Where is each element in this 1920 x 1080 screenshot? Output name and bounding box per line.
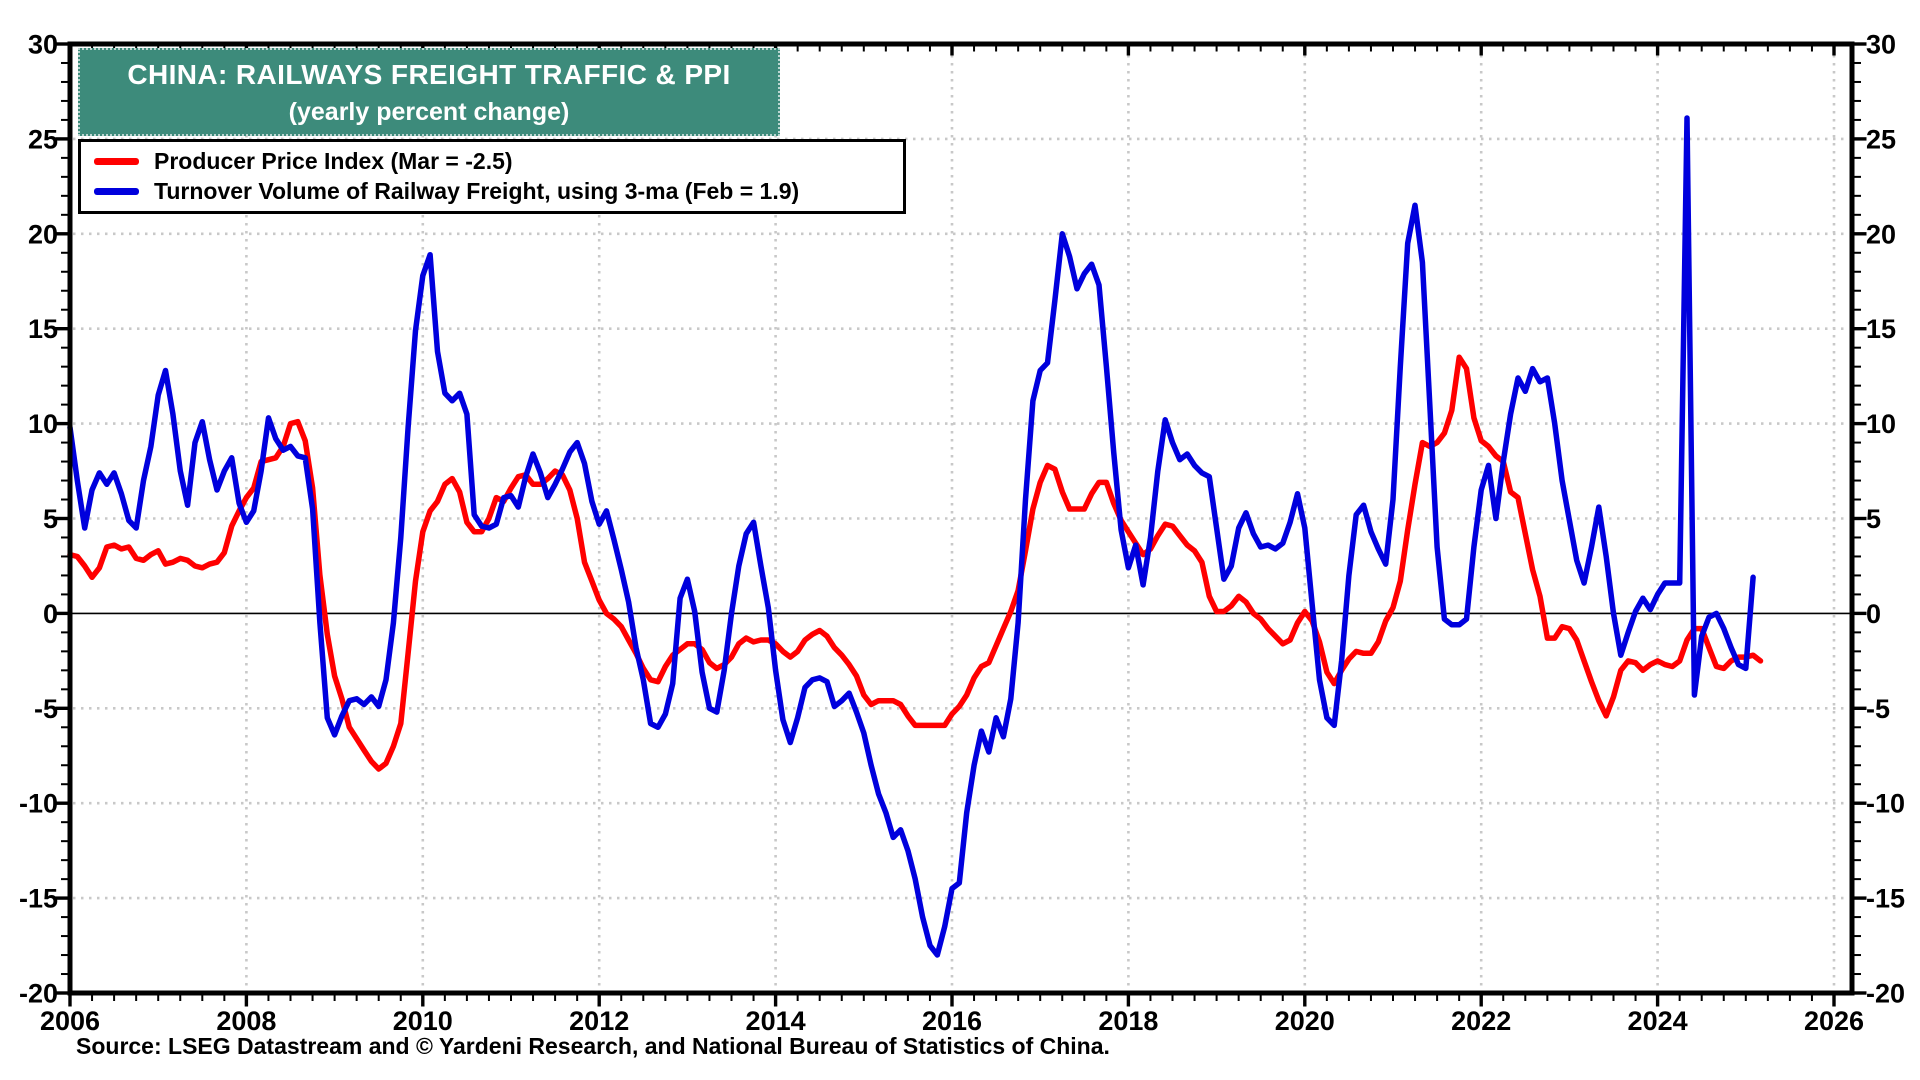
y-axis-label-left-15: 15 — [28, 314, 58, 344]
y-axis-label-right-10: 10 — [1866, 409, 1896, 439]
x-axis-label-2018: 2018 — [1098, 1006, 1158, 1036]
y-axis-label-left--15: -15 — [19, 884, 58, 914]
x-axis-label-2020: 2020 — [1275, 1006, 1335, 1036]
y-axis-label-right-20: 20 — [1866, 219, 1896, 249]
y-axis-label-left-30: 30 — [28, 30, 58, 60]
series-lines — [67, 115, 1764, 958]
x-axis-label-2022: 2022 — [1451, 1006, 1511, 1036]
y-axis-label-right--20: -20 — [1866, 979, 1905, 1009]
legend-label-ppi: Producer Price Index (Mar = -2.5) — [154, 148, 513, 174]
y-axis-label-right-15: 15 — [1866, 314, 1896, 344]
x-axis-label-2016: 2016 — [922, 1006, 982, 1036]
x-axis-label-2024: 2024 — [1628, 1006, 1688, 1036]
x-axis-label-2010: 2010 — [393, 1006, 453, 1036]
legend-label-freight: Turnover Volume of Railway Freight, usin… — [154, 178, 800, 204]
y-axis-label-left-20: 20 — [28, 219, 58, 249]
ppi-line — [67, 354, 1764, 772]
y-axis-label-right--5: -5 — [1866, 694, 1890, 724]
chart-title: CHINA: RAILWAYS FREIGHT TRAFFIC & PPI — [127, 59, 731, 90]
legend-item-ppi: Producer Price Index (Mar = -2.5) — [94, 148, 903, 175]
x-axis-label-2008: 2008 — [216, 1006, 276, 1036]
y-axis-label-left--10: -10 — [19, 789, 58, 819]
gridlines — [70, 47, 1852, 990]
freight-line — [67, 115, 1756, 958]
y-axis-label-left--5: -5 — [34, 694, 58, 724]
x-axis-label-2014: 2014 — [746, 1006, 806, 1036]
y-axis-label-left-10: 10 — [28, 409, 58, 439]
y-axis-label-left-25: 25 — [28, 124, 58, 154]
chart-title-box: CHINA: RAILWAYS FREIGHT TRAFFIC & PPI (y… — [78, 48, 780, 136]
y-axis-label-left--20: -20 — [19, 979, 58, 1009]
legend-item-freight: Turnover Volume of Railway Freight, usin… — [94, 178, 903, 205]
x-axis-label-2012: 2012 — [569, 1006, 629, 1036]
freight-line-swatch — [94, 188, 139, 195]
chart-subtitle: (yearly percent change) — [288, 98, 570, 126]
y-axis-label-right--10: -10 — [1866, 789, 1905, 819]
y-axis-label-right-30: 30 — [1866, 30, 1896, 60]
y-axis-label-right-0: 0 — [1866, 599, 1881, 629]
y-axis-label-right--15: -15 — [1866, 884, 1905, 914]
x-axis-label-2006: 2006 — [40, 1006, 100, 1036]
source-note: Source: LSEG Datastream and © Yardeni Re… — [76, 1033, 1110, 1059]
y-axis-label-left-0: 0 — [43, 599, 58, 629]
y-axis-label-right-25: 25 — [1866, 124, 1896, 154]
x-axis-label-2026: 2026 — [1804, 1006, 1864, 1036]
legend: Producer Price Index (Mar = -2.5) Turnov… — [78, 139, 906, 214]
ppi-line-swatch — [94, 158, 139, 165]
y-axis-label-left-5: 5 — [43, 504, 58, 534]
y-axis-label-right-5: 5 — [1866, 504, 1881, 534]
plot-frame — [67, 41, 1855, 996]
